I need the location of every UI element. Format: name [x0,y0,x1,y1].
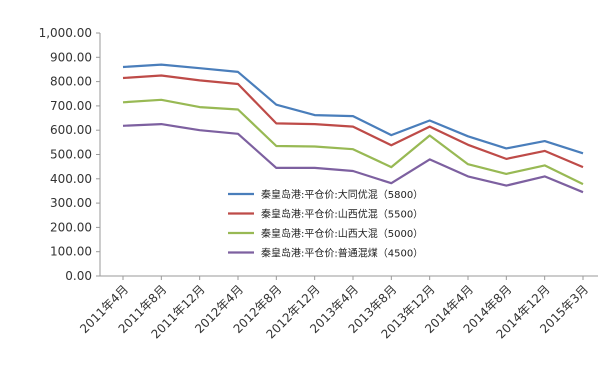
y-tick-label: 400.00 [50,172,92,186]
y-tick-label: 100.00 [50,245,92,259]
y-tick-label: 1,000.00 [39,26,92,40]
y-tick-label: 200.00 [50,220,92,234]
y-tick-label: 900.00 [50,50,92,64]
y-tick-label: 800.00 [50,75,92,89]
y-tick-label: 300.00 [50,196,92,210]
series-line-1 [123,65,583,154]
series-line-2 [123,76,583,168]
y-tick-label: 500.00 [50,148,92,162]
legend: 秦皇岛港:平仓价:大同优混（5800） 秦皇岛港:平仓价:山西优混（5500） 秦皇… [228,188,423,260]
x-axis-tick-labels: 2011年4月2011年8月2011年12月2012年4月2012年8月2012… [77,276,591,341]
legend-label-2: 秦皇岛港:平仓价:山西优混（5500） [261,208,423,221]
legend-label-3: 秦皇岛港:平仓价:山西大混（5000） [261,227,423,240]
y-tick-label: 600.00 [50,123,92,137]
y-tick-label: 0.00 [65,269,92,283]
series-lines [123,65,583,193]
y-axis-tick-labels: 0.00 100.00 200.00 300.00 400.00 500.00 600.00… [39,26,100,283]
legend-label-1: 秦皇岛港:平仓价:大同优混（5800） [261,188,423,201]
y-tick-label: 700.00 [50,99,92,113]
legend-label-4: 秦皇岛港:平仓价:普通混煤（4500） [261,247,423,260]
